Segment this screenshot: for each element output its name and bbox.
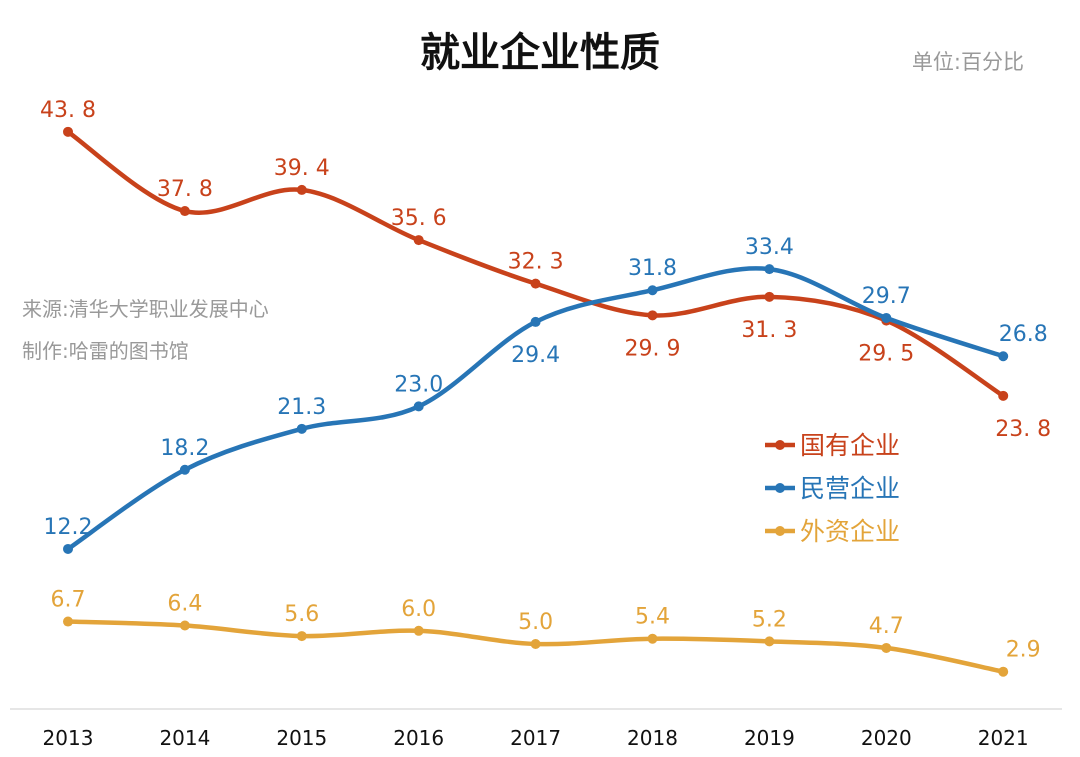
x-tick-label: 2015 [276, 726, 327, 750]
data-point [764, 264, 775, 275]
data-label: 6.4 [167, 592, 202, 617]
data-point [881, 312, 892, 323]
data-point [998, 351, 1009, 362]
data-point [764, 291, 775, 302]
data-point [296, 631, 307, 642]
legend-marker-0 [775, 440, 785, 450]
data-point [998, 666, 1009, 677]
data-label: 4.7 [869, 614, 904, 639]
x-tick-label: 2014 [159, 726, 210, 750]
x-tick-label: 2016 [393, 726, 444, 750]
x-tick-label: 2013 [43, 726, 94, 750]
data-point [998, 390, 1009, 401]
x-tick-label: 2017 [510, 726, 561, 750]
data-point [63, 126, 73, 137]
data-point [63, 616, 73, 627]
data-point [881, 642, 892, 653]
x-tick-label: 2021 [978, 726, 1029, 750]
data-label: 37. 8 [157, 177, 213, 202]
data-point [179, 464, 190, 475]
unit-label: 单位:百分比 [911, 50, 1024, 74]
x-tick-label: 2019 [744, 726, 795, 750]
legend-marker-2 [775, 526, 785, 536]
data-point [179, 206, 190, 217]
data-point [530, 639, 541, 649]
legend-marker-1 [775, 483, 785, 493]
data-point [647, 633, 658, 644]
data-point [296, 184, 307, 195]
source-text: 来源:清华大学职业发展中心 [22, 297, 269, 321]
data-label: 31. 3 [741, 318, 797, 343]
data-point [764, 636, 775, 647]
legend-label-0: 国有企业 [800, 431, 900, 460]
data-label: 21.3 [277, 395, 326, 420]
data-label: 29. 5 [858, 342, 914, 367]
data-point [530, 316, 541, 327]
data-point [647, 285, 658, 296]
data-point [413, 401, 424, 412]
data-label: 6.0 [401, 597, 436, 622]
data-label: 5.6 [284, 602, 319, 627]
data-label: 23. 8 [995, 417, 1051, 442]
data-label: 2.9 [1006, 638, 1041, 663]
data-label: 18.2 [160, 436, 209, 461]
data-point [647, 310, 658, 321]
data-label: 35. 6 [391, 206, 447, 231]
data-point [413, 235, 424, 246]
data-point [179, 620, 190, 631]
data-label: 5.0 [518, 610, 553, 635]
x-tick-label: 2020 [861, 726, 912, 750]
author-text: 制作:哈雷的图书馆 [22, 339, 189, 363]
data-label: 29. 9 [625, 336, 681, 361]
data-point [413, 625, 424, 636]
data-point [63, 543, 73, 554]
data-label: 23.0 [394, 372, 443, 397]
legend-label-2: 外资企业 [800, 517, 900, 546]
data-label: 31.8 [628, 256, 677, 281]
data-label: 5.2 [752, 607, 787, 632]
data-label: 39. 4 [274, 156, 330, 181]
data-label: 29.7 [862, 284, 911, 309]
data-label: 32. 3 [508, 250, 564, 275]
data-label: 12.2 [44, 515, 93, 540]
data-point [530, 278, 541, 289]
data-label: 33.4 [745, 235, 794, 260]
x-tick-label: 2018 [627, 726, 678, 750]
chart-title: 就业企业性质 [420, 30, 660, 76]
data-point [296, 423, 307, 434]
data-label: 26.8 [999, 322, 1048, 347]
data-label: 29.4 [511, 343, 560, 368]
legend-label-1: 民营企业 [800, 474, 900, 503]
data-label: 5.4 [635, 605, 670, 630]
data-label: 6.7 [51, 588, 86, 613]
data-label: 43. 8 [40, 98, 96, 123]
